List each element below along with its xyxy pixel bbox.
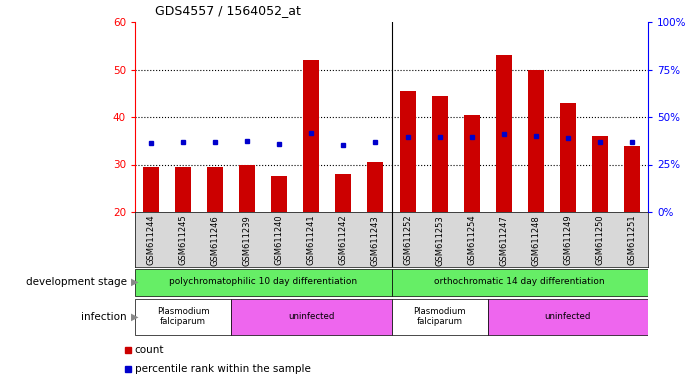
Bar xyxy=(528,70,544,212)
Bar xyxy=(624,146,640,212)
Text: GSM611240: GSM611240 xyxy=(275,215,284,265)
Bar xyxy=(488,299,648,335)
Text: GSM611246: GSM611246 xyxy=(211,215,220,265)
Text: orthochromatic 14 day differentiation: orthochromatic 14 day differentiation xyxy=(435,277,605,286)
Text: GDS4557 / 1564052_at: GDS4557 / 1564052_at xyxy=(155,4,301,17)
Text: polychromatophilic 10 day differentiation: polychromatophilic 10 day differentiatio… xyxy=(169,277,357,286)
Text: GSM611253: GSM611253 xyxy=(435,215,444,265)
Text: ▶: ▶ xyxy=(131,312,138,322)
Text: ▶: ▶ xyxy=(131,277,138,287)
Text: percentile rank within the sample: percentile rank within the sample xyxy=(135,364,311,374)
Bar xyxy=(272,176,287,212)
Text: GSM611251: GSM611251 xyxy=(627,215,636,265)
Text: GSM611243: GSM611243 xyxy=(371,215,380,265)
Bar xyxy=(560,103,576,212)
Bar xyxy=(399,91,415,212)
Bar xyxy=(335,174,352,212)
Text: GSM611252: GSM611252 xyxy=(403,215,412,265)
Bar xyxy=(368,162,384,212)
Text: GSM611249: GSM611249 xyxy=(563,215,572,265)
Text: GSM611250: GSM611250 xyxy=(596,215,605,265)
Text: GSM611248: GSM611248 xyxy=(531,215,540,265)
Text: Plasmodium
falciparum: Plasmodium falciparum xyxy=(413,306,466,326)
Bar xyxy=(231,299,392,335)
Bar xyxy=(143,167,159,212)
Text: GSM611254: GSM611254 xyxy=(467,215,476,265)
Bar xyxy=(207,167,223,212)
Text: Plasmodium
falciparum: Plasmodium falciparum xyxy=(157,306,209,326)
Bar xyxy=(175,167,191,212)
Text: GSM611244: GSM611244 xyxy=(146,215,155,265)
Text: GSM611247: GSM611247 xyxy=(499,215,508,265)
Bar xyxy=(135,299,231,335)
Bar xyxy=(392,299,488,335)
Bar xyxy=(495,55,512,212)
Bar xyxy=(592,136,608,212)
Bar xyxy=(432,96,448,212)
Bar xyxy=(392,268,648,296)
Text: GSM611242: GSM611242 xyxy=(339,215,348,265)
Bar xyxy=(464,115,480,212)
Text: count: count xyxy=(135,344,164,354)
Text: infection: infection xyxy=(82,312,127,322)
Bar xyxy=(303,60,319,212)
Text: GSM611239: GSM611239 xyxy=(243,215,252,265)
Text: GSM611241: GSM611241 xyxy=(307,215,316,265)
Text: GSM611245: GSM611245 xyxy=(178,215,187,265)
Bar xyxy=(135,268,392,296)
Text: development stage: development stage xyxy=(26,277,127,287)
Text: uninfected: uninfected xyxy=(545,312,591,321)
Text: uninfected: uninfected xyxy=(288,312,334,321)
Bar xyxy=(239,164,255,212)
